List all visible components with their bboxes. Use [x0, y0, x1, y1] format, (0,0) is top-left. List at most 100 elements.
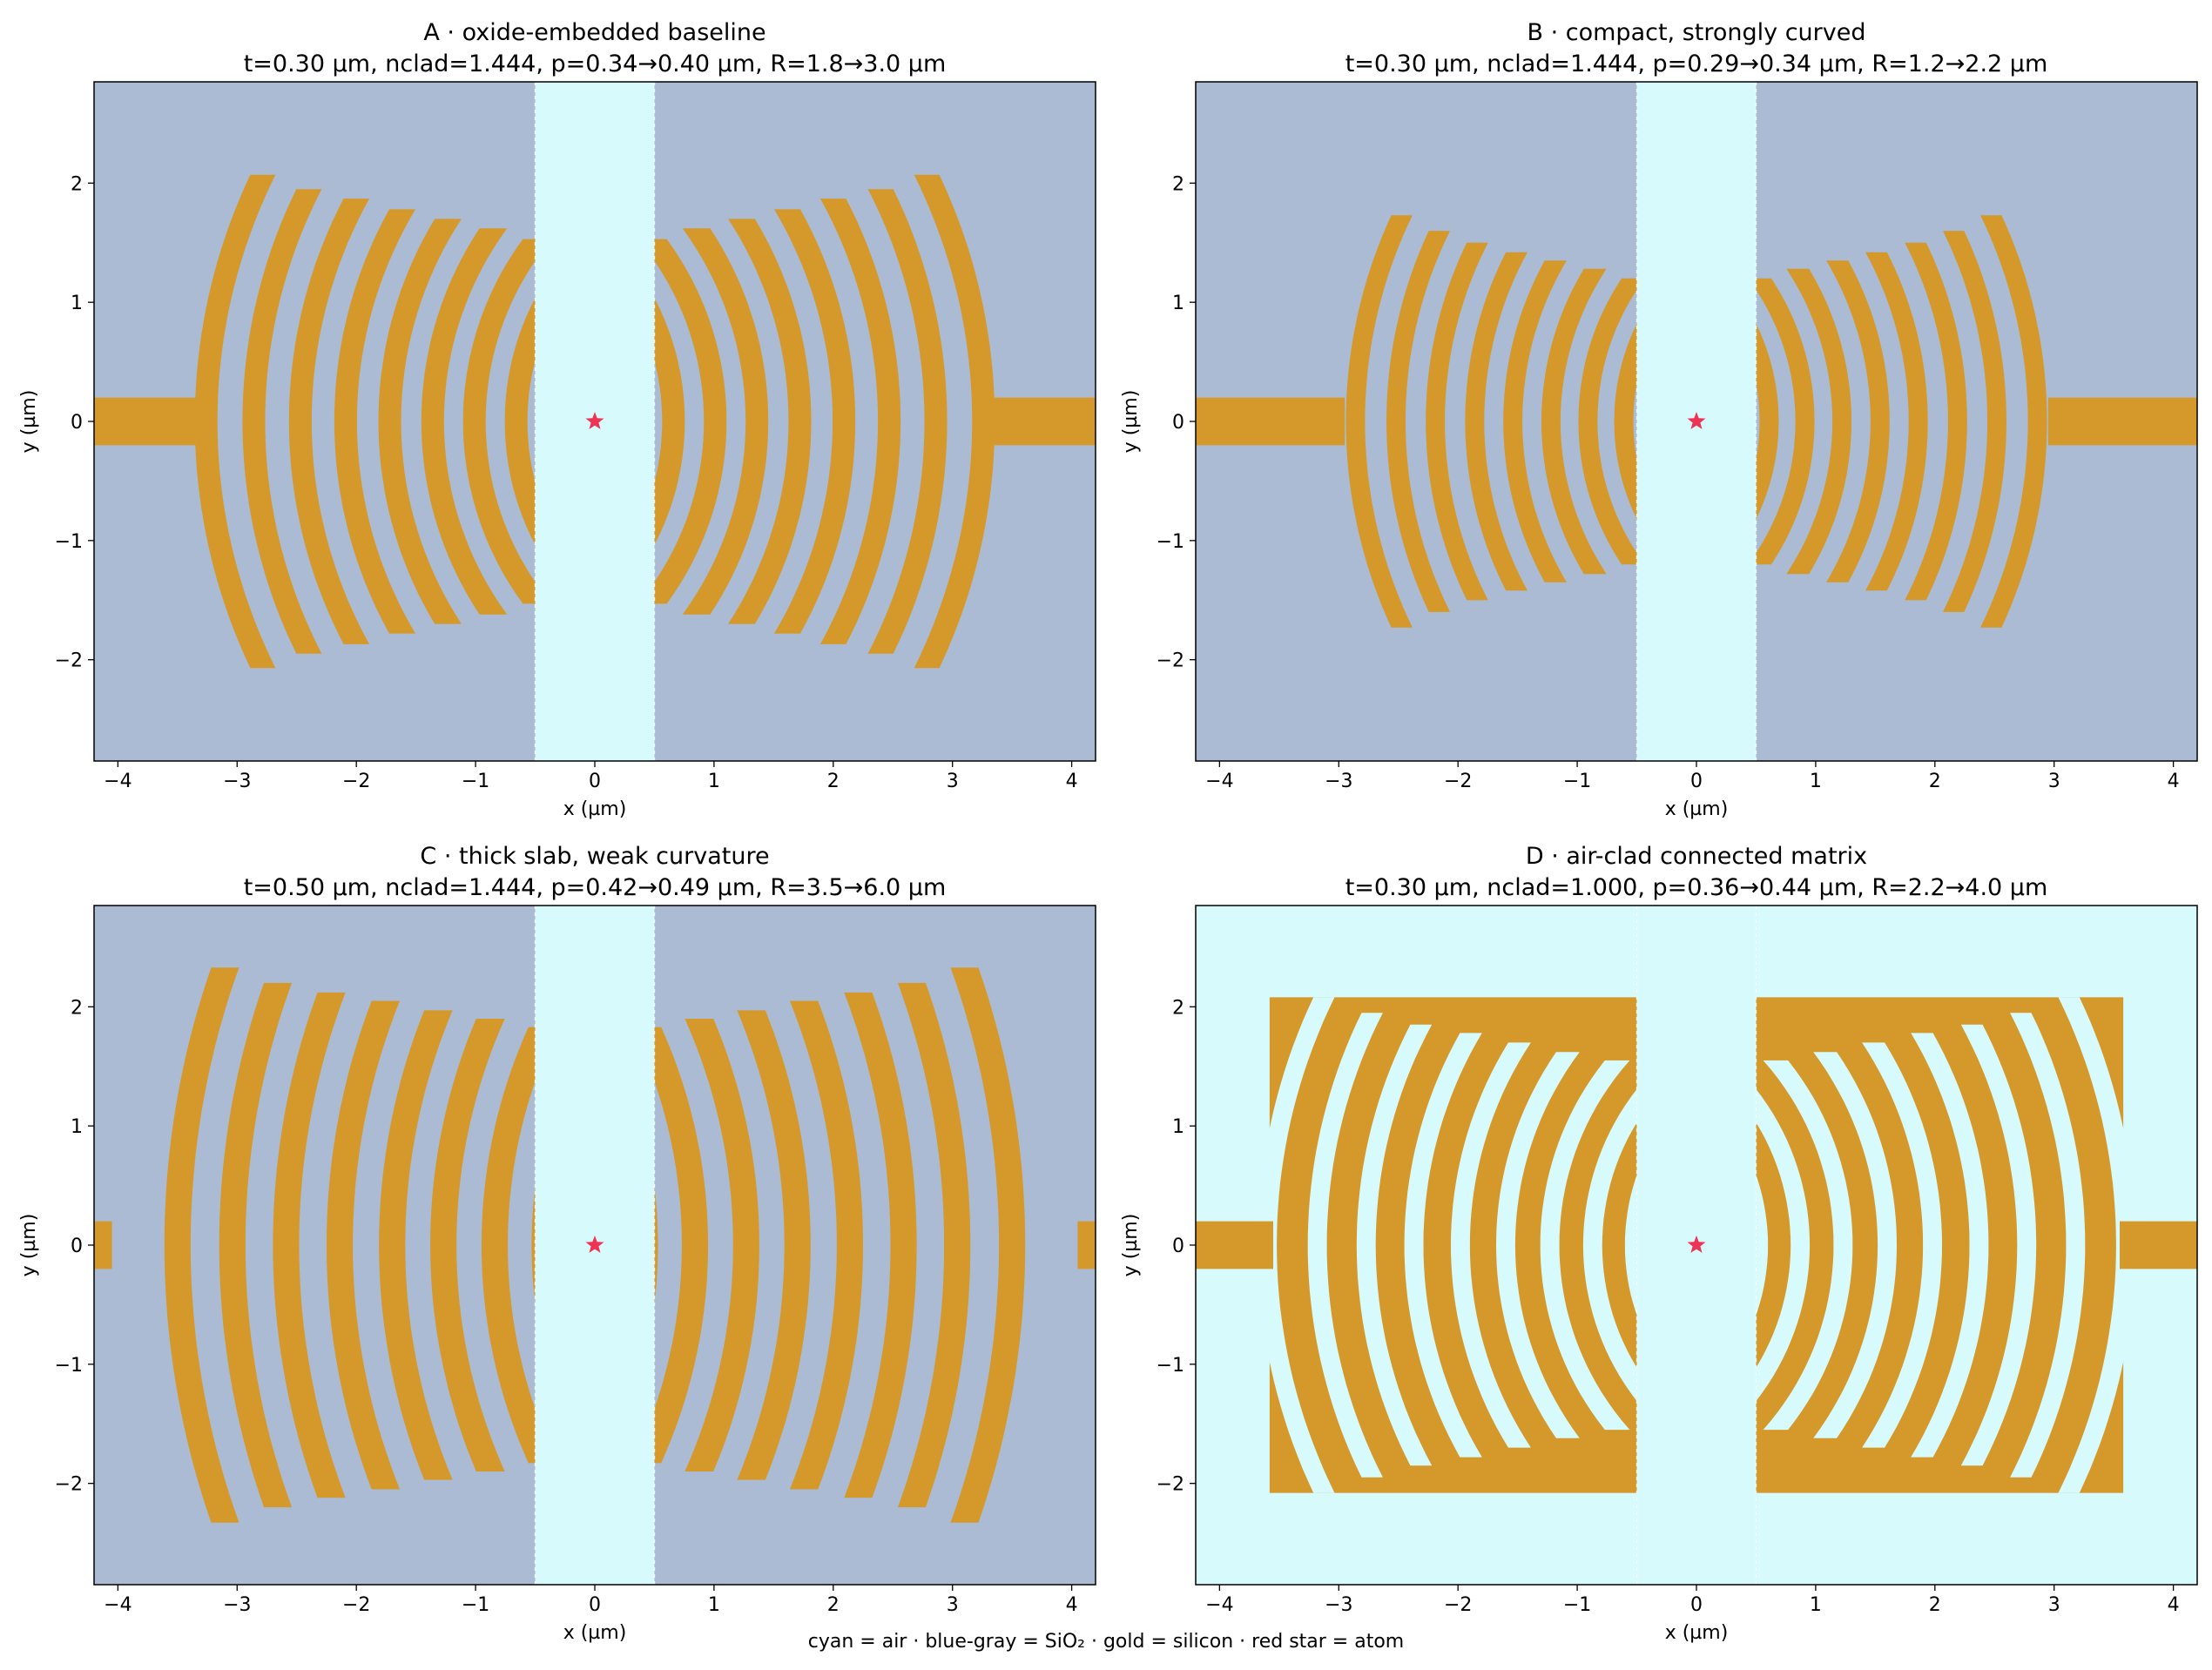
y-tick-label: 0 [71, 1236, 83, 1257]
y-tick-label: 0 [1172, 1236, 1184, 1257]
x-tick-label: 4 [1066, 1594, 1078, 1616]
grating-arc [790, 1000, 863, 1490]
x-tick-label: 3 [2048, 771, 2060, 792]
grating-arc [164, 967, 239, 1523]
y-tick-label: −1 [55, 1355, 83, 1377]
grating-arc [2010, 1013, 2086, 1478]
grating-arc [728, 219, 812, 624]
waveguide [94, 397, 196, 446]
grating-arc [1307, 1013, 1383, 1478]
panel-subtitle: t=0.50 µm, nclad=1.444, p=0.42→0.49 µm, … [244, 874, 947, 901]
grating-arc [1404, 1033, 1482, 1458]
grating-arc [194, 174, 276, 669]
grating-arc [334, 209, 415, 634]
grating-arc [504, 298, 536, 545]
y-tick-label: 1 [71, 1116, 83, 1138]
y-tick-label: 1 [71, 293, 83, 314]
grating-arc [288, 199, 370, 644]
panel-title: B · compact, strongly curved [1527, 19, 1866, 46]
x-tick-label: −3 [223, 1594, 251, 1616]
y-tick-label: 2 [71, 997, 83, 1019]
left-reflector [1196, 215, 1637, 628]
panel-a: −4 −3 −2 −1 0 1 2 3 4 −2 −1 0 1 2 x (µm) y (µm) A · oxid… [18, 19, 1096, 820]
grating-arc [1813, 1052, 1897, 1438]
x-tick-label: −1 [462, 1594, 489, 1616]
y-tick-label: −2 [55, 1474, 83, 1496]
grating-arc [1756, 1088, 1811, 1402]
right-reflector [654, 174, 1096, 669]
x-tick-label: −2 [1444, 771, 1472, 792]
grating-arc [481, 1027, 536, 1464]
grating-arc [1943, 231, 2006, 612]
grating-arc [1960, 1024, 2037, 1466]
grating-arc [1756, 278, 1815, 565]
grating-arc [914, 174, 995, 669]
waveguide [1196, 397, 1345, 446]
grating-arc [1258, 997, 1335, 1493]
left-reflector [94, 967, 536, 1523]
y-tick-label: 1 [1172, 1116, 1184, 1138]
y-axis-label: y (µm) [18, 390, 40, 454]
y-axis-label: y (µm) [1120, 390, 1142, 454]
panel-title: D · air-clad connected matrix [1526, 843, 1867, 870]
panel-title: A · oxide-embedded baseline [423, 19, 765, 46]
grating-arc [327, 1000, 400, 1490]
x-tick-label: −2 [342, 771, 370, 792]
grating-arc [867, 189, 948, 654]
y-tick-label: −2 [55, 650, 83, 672]
y-tick-label: 2 [71, 173, 83, 195]
grating-arc [1862, 1042, 1942, 1448]
panel-title: C · thick slab, weak curvature [420, 843, 769, 870]
atom-star [585, 1236, 604, 1253]
x-tick-label: 2 [827, 1594, 840, 1616]
x-tick-label: −1 [1563, 1594, 1591, 1616]
panel-d: −4 −3 −2 −1 0 1 2 3 4 −2 −1 0 1 2 x (µm) y (µm) D · air-… [1120, 843, 2198, 1644]
panel-subtitle: t=0.30 µm, nclad=1.444, p=0.29→0.34 µm, … [1345, 51, 2048, 77]
grating-arc [462, 239, 536, 604]
x-tick-label: 4 [1066, 771, 1078, 792]
x-tick-label: 1 [1810, 1594, 1822, 1616]
waveguide [1077, 1221, 1096, 1269]
grating-arc [1905, 242, 1967, 601]
x-axis-label: x (µm) [563, 1622, 627, 1644]
y-tick-label: −1 [55, 531, 83, 553]
grating-arc [1756, 1175, 1769, 1316]
right-reflector [654, 967, 1096, 1523]
grating-arc [654, 1186, 658, 1304]
right-reflector [1756, 215, 2197, 628]
x-tick-label: −2 [342, 1594, 370, 1616]
plot-area [1196, 906, 2197, 1585]
y-tick-label: 0 [1172, 412, 1184, 434]
grating-arc [430, 1019, 505, 1471]
x-tick-label: 3 [947, 1594, 959, 1616]
grating-arc [219, 982, 292, 1508]
x-tick-label: −3 [1325, 1594, 1352, 1616]
grating-arc [1541, 268, 1607, 575]
grating-arc [654, 1027, 709, 1464]
grating-arc [1386, 231, 1450, 612]
x-tick-label: −4 [104, 771, 132, 792]
waveguide [994, 397, 1096, 446]
grating-arc [654, 239, 727, 604]
x-tick-label: 3 [947, 771, 959, 792]
x-tick-label: 4 [2168, 1594, 2180, 1616]
x-tick-label: 2 [1929, 1594, 1941, 1616]
grating-arc [1911, 1033, 1989, 1458]
grating-arc [685, 1019, 759, 1471]
grating-arc [1763, 1060, 1853, 1431]
grating-arc [774, 209, 856, 634]
grating-arc [950, 967, 1026, 1523]
grating-arc [1756, 323, 1779, 520]
panel-subtitle: t=0.30 µm, nclad=1.000, p=0.36→0.44 µm, … [1345, 874, 2048, 901]
x-tick-label: 0 [1690, 771, 1703, 792]
waveguide [2047, 397, 2197, 446]
x-tick-label: 4 [2168, 771, 2180, 792]
grating-arc [1496, 1052, 1580, 1438]
x-axis-label: x (µm) [563, 798, 627, 820]
y-tick-label: −1 [1157, 1355, 1184, 1377]
x-axis-label: x (µm) [1665, 1622, 1729, 1644]
grating-arc [242, 189, 322, 654]
panel-c: −4 −3 −2 −1 0 1 2 3 4 −2 −1 0 1 2 x (µm) y (µm) C · thic… [18, 843, 1096, 1644]
atom-star [1687, 412, 1706, 429]
